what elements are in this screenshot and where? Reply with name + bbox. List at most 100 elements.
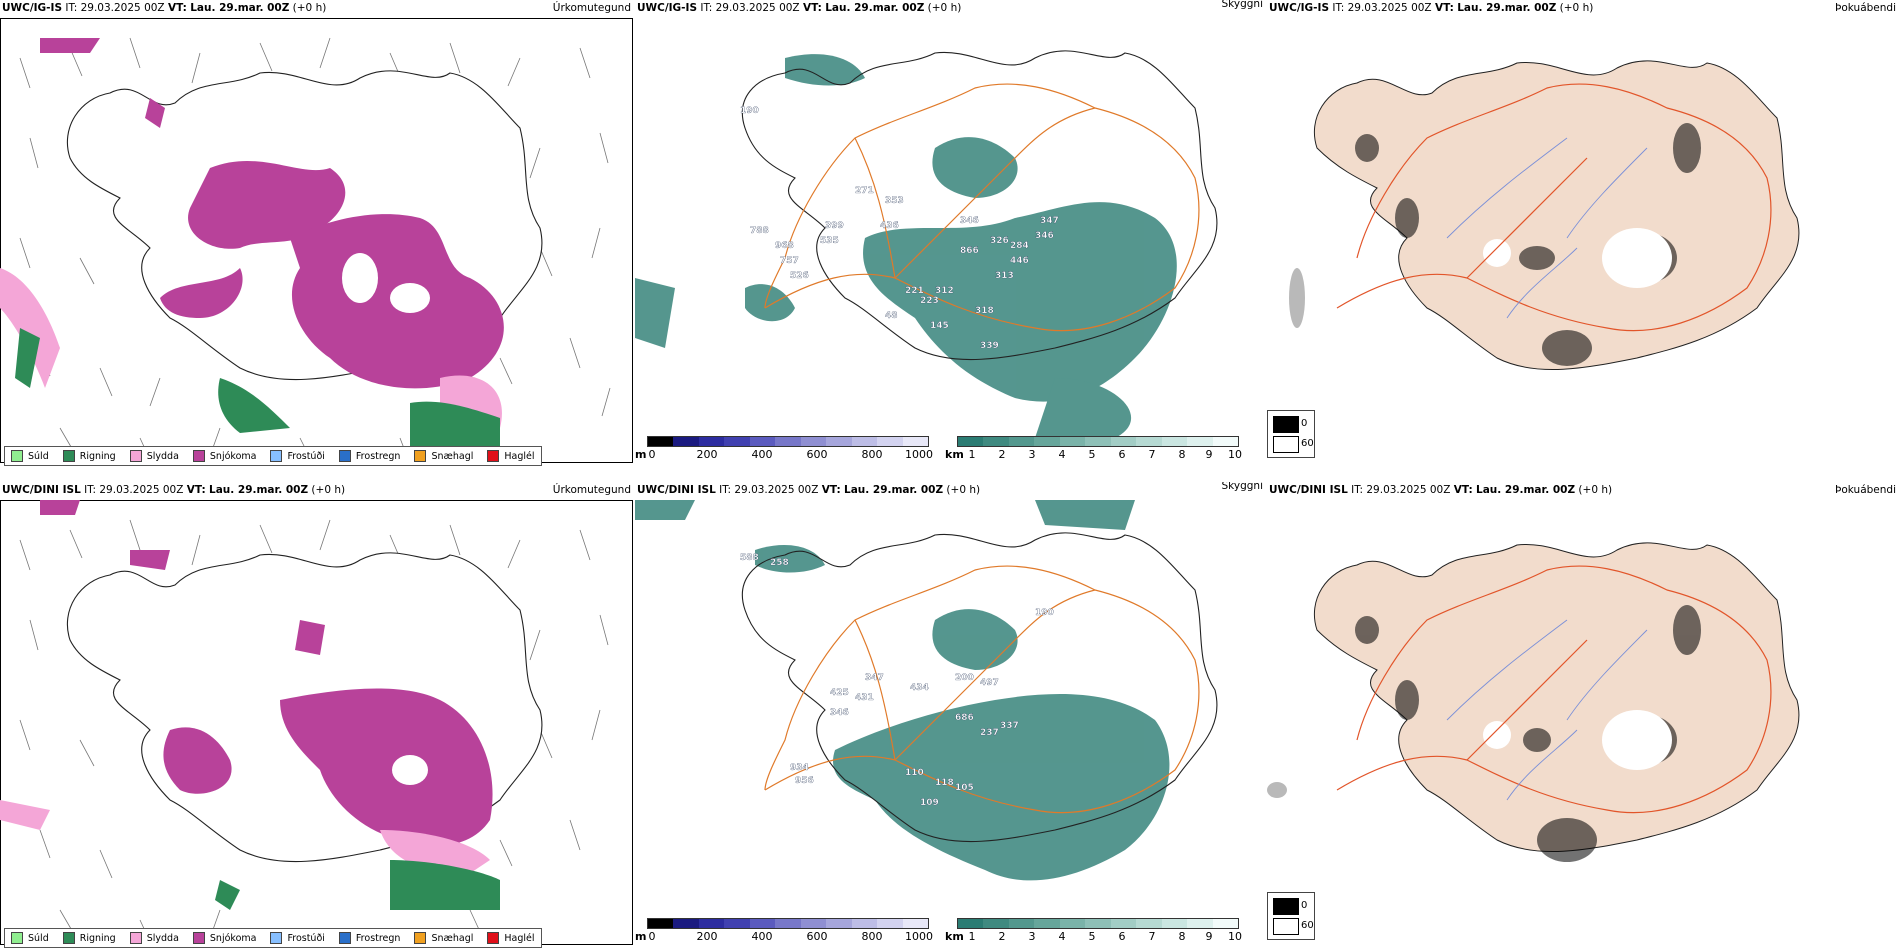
visibility-unit: km — [945, 930, 964, 943]
elevation-label: 757 — [780, 256, 799, 266]
panel-header: UWC/IG-IS IT: 29.03.2025 00Z VT: Lau. 29… — [2, 2, 327, 14]
legend-item: Súld — [11, 450, 49, 462]
elevation-label: 497 — [980, 678, 999, 688]
panel-header: UWC/IG-IS IT: 29.03.2025 00Z VT: Lau. 29… — [637, 2, 962, 14]
elevation-label: 105 — [955, 783, 974, 793]
precip-panel-row2: UWC/DINI ISL IT: 29.03.2025 00Z VT: Lau.… — [0, 482, 635, 950]
visibility-tick: 5 — [1088, 448, 1096, 461]
panel-header: UWC/DINI ISL IT: 29.03.2025 00Z VT: Lau.… — [637, 484, 981, 496]
elevation-tick: 1000 — [905, 448, 933, 461]
legend-item: Snæhagl — [414, 450, 473, 462]
legend-item: Snjókoma — [192, 932, 256, 944]
elevation-label: 346 — [960, 216, 979, 226]
elevation-label: 145 — [930, 321, 949, 331]
elevation-label: 535 — [820, 236, 839, 246]
visibility-tick: 2 — [998, 448, 1006, 461]
elevation-label: 326 — [990, 236, 1009, 246]
elevation-label: 237 — [980, 728, 999, 738]
legend-item: Frostúði — [270, 450, 325, 462]
road-network — [1336, 565, 1772, 814]
fog-key: 0 60 — [1267, 892, 1315, 940]
panel-header: UWC/DINI ISL IT: 29.03.2025 00Z VT: Lau.… — [1269, 484, 1613, 496]
elevation-label: 313 — [995, 271, 1014, 281]
elevation-label: 190 — [1035, 608, 1054, 618]
elevation-label: 934 — [790, 763, 809, 773]
iceland-outline — [741, 532, 1218, 843]
rain-areas — [15, 328, 500, 448]
elevation-label: 48 — [885, 311, 898, 321]
elevation-label: 318 — [975, 306, 994, 316]
elevation-label: 346 — [830, 708, 849, 718]
elevation-label: 788 — [750, 226, 769, 236]
elevation-label: 110 — [905, 768, 924, 778]
snow-areas — [40, 500, 493, 846]
panel-header: UWC/IG-IS IT: 29.03.2025 00Z VT: Lau. 29… — [1269, 2, 1594, 14]
panel-title: Úrkomutegund — [552, 484, 631, 496]
legend-item: Slydda — [129, 932, 179, 944]
elevation-label: 258 — [770, 558, 789, 568]
panel-title: Þokuábendi — [1835, 2, 1896, 14]
legend-item: Rigning — [62, 450, 116, 462]
road-network — [764, 83, 1200, 332]
elevation-tick: 0 — [648, 930, 656, 943]
precip-type-legend: Súld Rigning Slydda Snjókoma Frostúði Fr… — [4, 446, 542, 466]
road-network — [764, 565, 1200, 814]
visibility-tick: 8 — [1178, 930, 1186, 943]
elevation-unit: m — [635, 448, 647, 461]
precip-type-map — [0, 500, 633, 946]
elevation-tick: 0 — [648, 448, 656, 461]
elevation-tick: 200 — [696, 930, 718, 943]
visibility-tick: 9 — [1205, 930, 1213, 943]
elevation-tick: 600 — [806, 448, 828, 461]
elevation-label: 425 — [830, 688, 849, 698]
elevation-label: 190 — [740, 106, 759, 116]
visibility-tick: 9 — [1205, 448, 1213, 461]
elevation-label: 109 — [920, 798, 939, 808]
elevation-label: 399 — [825, 221, 844, 231]
visibility-colorbar-strip — [957, 918, 1239, 929]
panel-header: UWC/DINI ISL IT: 29.03.2025 00Z VT: Lau.… — [2, 484, 346, 496]
legend-item: Frostúði — [270, 932, 325, 944]
visibility-tick: 7 — [1148, 448, 1156, 461]
elevation-colorbar-strip — [647, 436, 929, 447]
elevation-label: 526 — [790, 271, 809, 281]
legend-item: Súld — [11, 932, 49, 944]
elevation-colorbar-strip — [647, 918, 929, 929]
visibility-tick: 10 — [1228, 448, 1242, 461]
iceland-landmass — [1313, 60, 1800, 370]
legend-item: Snjókoma — [192, 450, 256, 462]
elevation-tick: 600 — [806, 930, 828, 943]
rain-areas — [215, 860, 500, 910]
elevation-label: 312 — [935, 286, 954, 296]
elevation-label: 347 — [1040, 216, 1059, 226]
iceland-landmass — [1313, 542, 1800, 852]
elevation-label: 353 — [885, 196, 904, 206]
precip-type-map — [0, 18, 633, 464]
visibility-unit: km — [945, 448, 964, 461]
panel-title: Þokuábendi — [1835, 484, 1896, 496]
visibility-tick: 5 — [1088, 930, 1096, 943]
legend-item: Haglél — [487, 932, 535, 944]
elevation-tick: 400 — [751, 930, 773, 943]
elevation-unit: m — [635, 930, 647, 943]
visibility-tick: 3 — [1028, 930, 1036, 943]
elevation-label: 588 — [740, 553, 759, 563]
visibility-tick: 6 — [1118, 930, 1126, 943]
elevation-label: 431 — [855, 693, 874, 703]
elevation-label: 118 — [935, 778, 954, 788]
visibility-tick: 3 — [1028, 448, 1036, 461]
elevation-label: 347 — [865, 673, 884, 683]
elevation-tick: 400 — [751, 448, 773, 461]
fog-panel-row2: UWC/DINI ISL IT: 29.03.2025 00Z VT: Lau.… — [1267, 482, 1900, 950]
elevation-labels: 353 271 399 436 535 788 968 757 526 346 866 326 284 4… — [740, 106, 1059, 351]
elevation-label: 271 — [855, 186, 874, 196]
fog-panel-row1: UWC/IG-IS IT: 29.03.2025 00Z VT: Lau. 29… — [1267, 0, 1900, 468]
visibility-tick: 4 — [1058, 448, 1066, 461]
visibility-panel-row2: UWC/DINI ISL IT: 29.03.2025 00Z VT: Lau.… — [635, 482, 1267, 950]
visibility-tick: 8 — [1178, 448, 1186, 461]
visibility-tick: 4 — [1058, 930, 1066, 943]
panel-title: Skyggni — [1221, 482, 1264, 492]
panel-title: Úrkomutegund — [552, 2, 631, 14]
sleet-areas — [0, 800, 490, 880]
